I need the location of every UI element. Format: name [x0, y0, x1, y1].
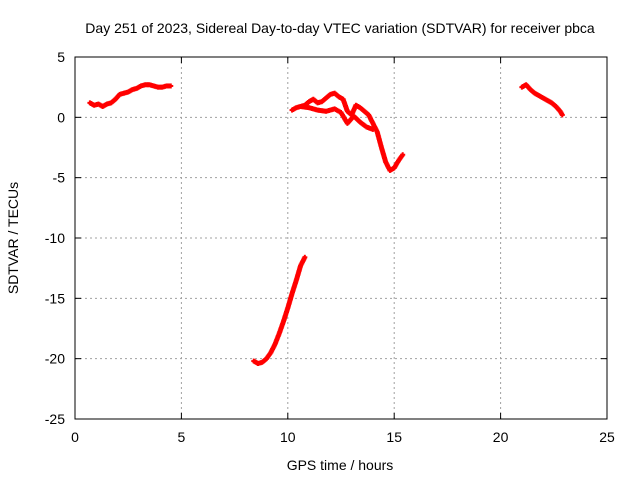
y-tick-label: -25 — [45, 411, 65, 427]
x-tick-label: 0 — [71, 429, 79, 445]
y-tick-label: -15 — [45, 290, 65, 306]
x-tick-label: 20 — [493, 429, 509, 445]
x-tick-labels: 0 5 10 15 20 25 — [71, 429, 615, 445]
y-tick-label: -5 — [53, 170, 66, 186]
y-tick-labels: 5 0 -5 -10 -15 -20 -25 — [45, 49, 65, 427]
data-point — [370, 126, 376, 132]
axis-ticks — [74, 56, 608, 420]
x-tick-label: 10 — [280, 429, 296, 445]
y-tick-label: 5 — [57, 49, 65, 65]
data-point — [302, 254, 308, 260]
data-points — [87, 82, 565, 366]
y-axis-label: SDTVAR / TECUs — [5, 182, 21, 294]
data-point — [400, 152, 406, 158]
y-tick-label: -10 — [45, 230, 65, 246]
x-tick-label: 5 — [178, 429, 186, 445]
x-axis-label: GPS time / hours — [287, 457, 394, 473]
data-point — [559, 112, 565, 118]
chart-title: Day 251 of 2023, Sidereal Day-to-day VTE… — [85, 20, 595, 36]
y-tick-label: 0 — [57, 109, 65, 125]
y-tick-label: -20 — [45, 351, 65, 367]
x-tick-label: 25 — [599, 429, 615, 445]
x-tick-label: 15 — [386, 429, 402, 445]
grid-lines — [75, 57, 607, 419]
data-point — [168, 83, 174, 89]
